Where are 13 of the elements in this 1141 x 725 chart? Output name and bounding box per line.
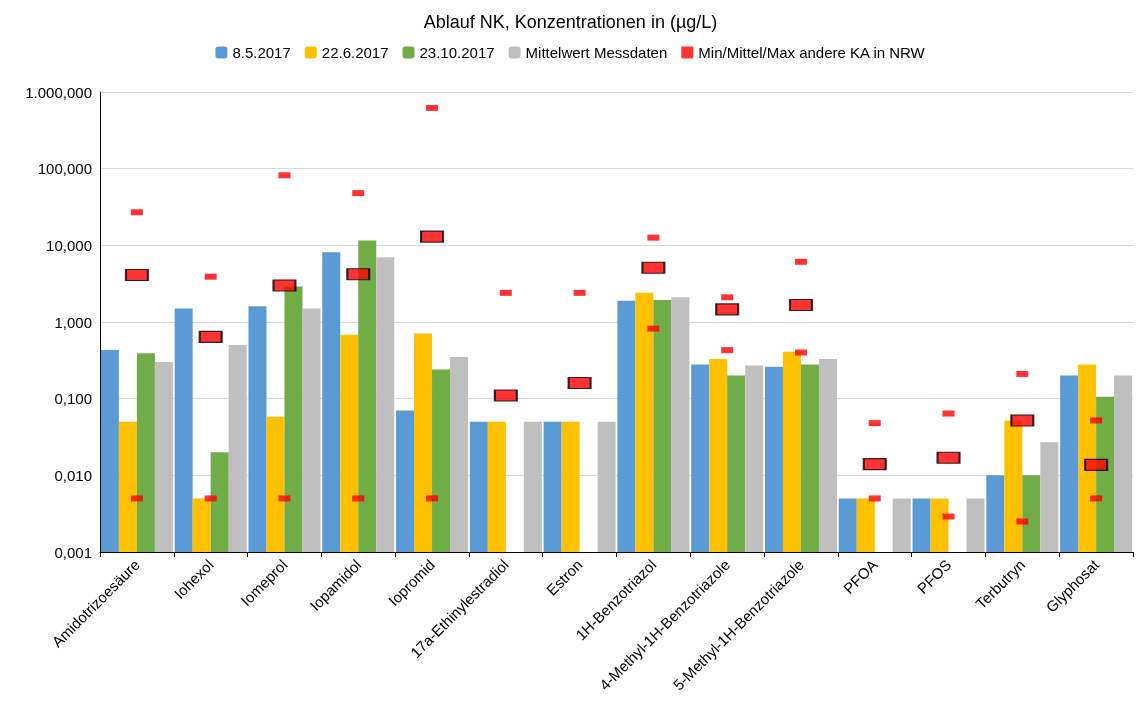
legend-label: Mittelwert Messdaten	[525, 44, 668, 61]
y-tick-label: 1,000	[54, 313, 92, 331]
y-tick-label: 1.000,000	[25, 83, 92, 101]
chart-title: Ablauf NK, Konzentrationen in (µg/L)	[423, 12, 718, 32]
legend-label: 22.6.2017	[321, 44, 389, 61]
y-tick-label: 0,100	[54, 390, 92, 408]
y-tick-label: 0,010	[54, 466, 92, 484]
legend-label: 8.5.2017	[232, 44, 291, 61]
legend-label: 23.10.2017	[419, 44, 495, 61]
y-tick-label: 10,000	[46, 236, 92, 254]
legend-label: Min/Mittel/Max andere KA in NRW	[698, 44, 926, 61]
y-tick-label: 100,000	[37, 160, 92, 178]
y-tick-label: 0,001	[54, 543, 92, 561]
